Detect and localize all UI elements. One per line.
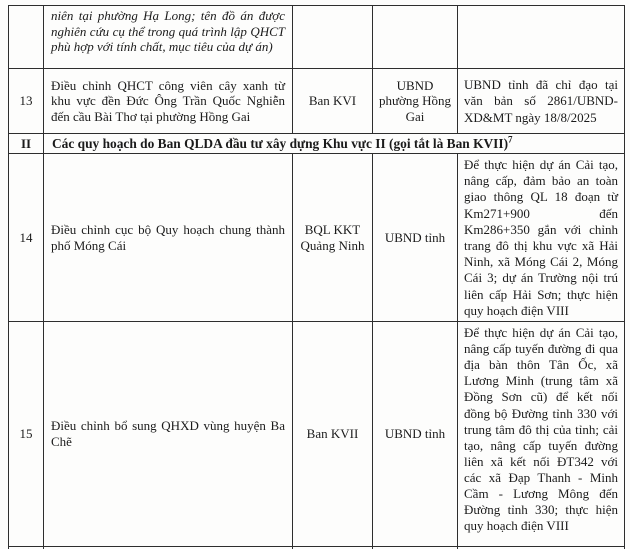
- table-row-13: 13 Điều chỉnh QHCT công viên cây xanh từ…: [8, 68, 625, 134]
- description-cell: Điều chỉnh cục bộ Quy hoạch chung thành …: [43, 152, 293, 323]
- description-cell: Điều chỉnh QHCT công viên cây xanh từ kh…: [43, 68, 293, 134]
- agency-cell: Ban KVI: [292, 68, 373, 134]
- section-title-cell: Các quy hoạch do Ban QLDA đầu tư xây dựn…: [43, 133, 625, 154]
- description-cell: niên tại phường Hạ Long; tên đồ án được …: [43, 5, 293, 69]
- note-cell: [457, 5, 625, 69]
- table-row-15: 15 Điều chỉnh bổ sung QHXD vùng huyện Ba…: [8, 321, 625, 548]
- approver-cell: UBND tỉnh: [372, 152, 458, 323]
- planning-table: niên tại phường Hạ Long; tên đồ án được …: [8, 5, 625, 549]
- note-cell: UBND tỉnh đã chỉ đạo tại văn bản số 2861…: [457, 68, 625, 134]
- note-cell: Để thực hiện dự án Cải tạo, nâng cấp tuy…: [457, 321, 625, 548]
- table-row-partial: [8, 546, 625, 549]
- note-cell: Để thực hiện dự án Cải tạo, nâng cấp, đả…: [457, 152, 625, 323]
- row-number-cell: 14: [8, 152, 44, 323]
- agency-cell: [292, 5, 373, 69]
- row-number-cell: 13: [8, 68, 44, 134]
- description-cell: Điều chỉnh bổ sung QHXD vùng huyện Ba Ch…: [43, 321, 293, 548]
- note-cell: [457, 546, 625, 549]
- approver-cell: UBND tỉnh: [372, 321, 458, 548]
- section-number-cell: II: [8, 133, 44, 154]
- section-title-text: Các quy hoạch do Ban QLDA đầu tư xây dựn…: [52, 135, 509, 151]
- agency-cell: BQL KKT Quảng Ninh: [292, 152, 373, 323]
- agency-cell: Ban KVII: [292, 321, 373, 548]
- approver-cell: [372, 5, 458, 69]
- table-row-14: 14 Điều chỉnh cục bộ Quy hoạch chung thà…: [8, 152, 625, 323]
- section-header-row: II Các quy hoạch do Ban QLDA đầu tư xây …: [8, 133, 625, 154]
- section-title-superscript: 7: [508, 134, 513, 145]
- approver-cell: UBND phường Hồng Gai: [372, 68, 458, 134]
- row-number-cell: [8, 5, 44, 69]
- row-number-cell: 15: [8, 321, 44, 548]
- table-row-continuation: niên tại phường Hạ Long; tên đồ án được …: [8, 5, 625, 69]
